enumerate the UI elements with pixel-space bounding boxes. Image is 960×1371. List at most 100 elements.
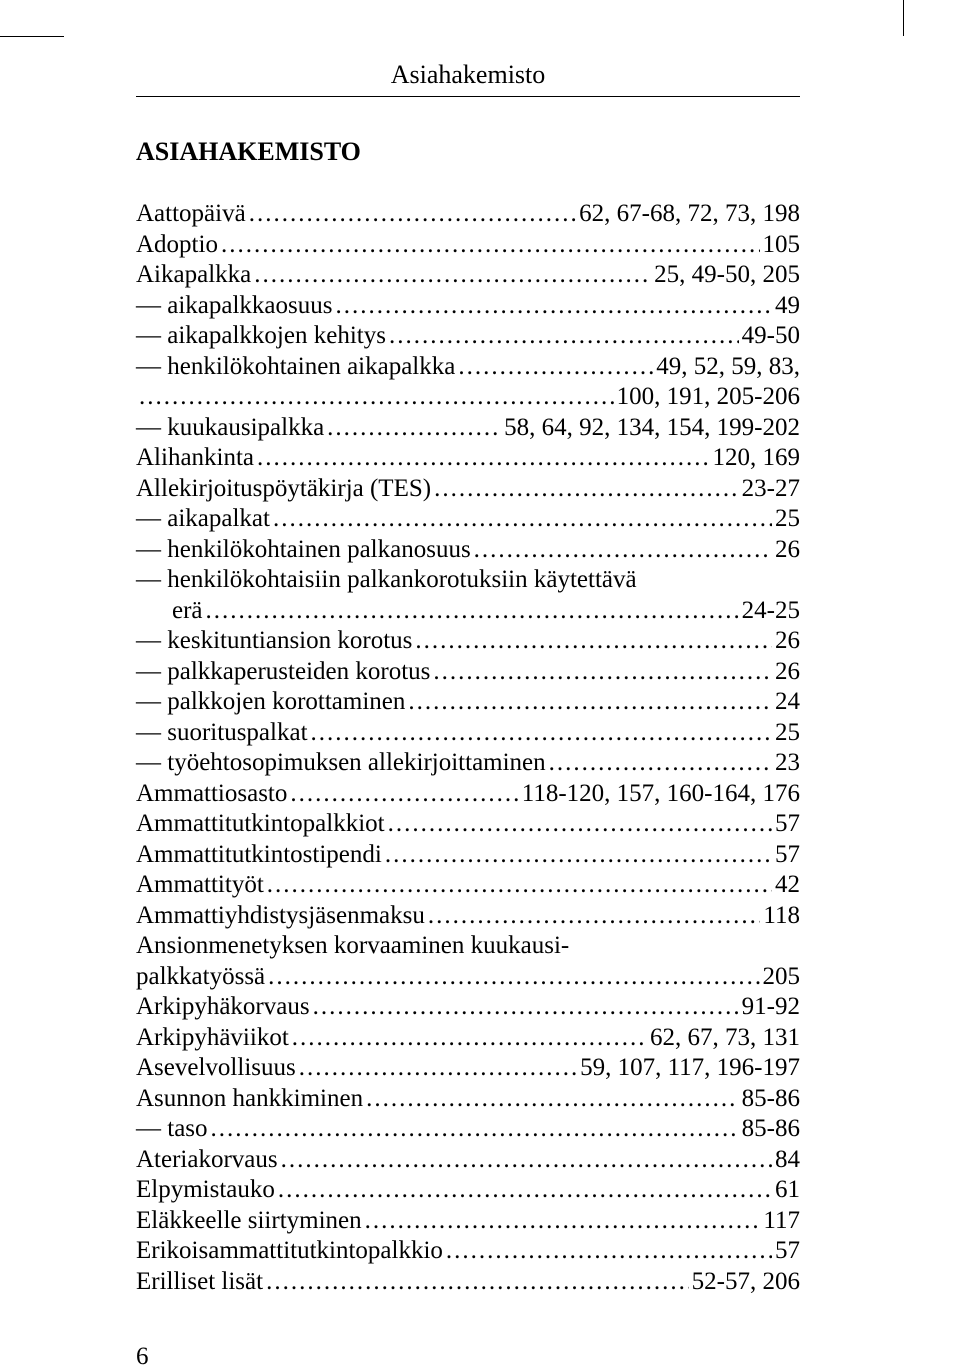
index-pages: 91-92	[742, 992, 800, 1023]
index-pages: 57	[775, 809, 800, 840]
index-pages: 85-86	[742, 1114, 800, 1145]
index-term: Aattopäivä	[136, 199, 246, 230]
index-term: erä	[136, 596, 203, 627]
index-entry: Erikoisammattitutkintopalkkio 57	[136, 1236, 800, 1267]
index-pages: 58, 64, 92, 134, 154, 199-202	[504, 413, 800, 444]
index-entry: Allekirjoituspöytäkirja (TES) 23-27	[136, 474, 800, 505]
dot-leader	[385, 840, 772, 871]
index-entry: erä 24-25	[136, 596, 800, 627]
dot-leader	[221, 230, 760, 261]
index-term: aikapalkat	[136, 504, 270, 535]
index-entry: kuukausipalkka 58, 64, 92, 134, 154, 199-…	[136, 413, 800, 444]
index-pages: 23	[775, 748, 800, 779]
index-entry: Arkipyhäkorvaus91-92	[136, 992, 800, 1023]
index-entry: Asunnon hankkiminen 85-86	[136, 1084, 800, 1115]
index-entry: keskituntiansion korotus26	[136, 626, 800, 657]
index-pages: 49, 52, 59, 83,	[656, 352, 800, 383]
index-term: Ammattiyhdistysjäsenmaksu	[136, 901, 425, 932]
index-term: kuukausipalkka	[136, 413, 324, 444]
index-entry: Asevelvollisuus59, 107, 117, 196-197	[136, 1053, 800, 1084]
dot-leader	[434, 474, 739, 505]
index-pages: 25	[775, 718, 800, 749]
index-term: palkkatyössä	[136, 962, 265, 993]
dot-leader	[206, 596, 739, 627]
index-term: aikapalkkojen kehitys	[136, 321, 386, 352]
page-title: ASIAHAKEMISTO	[136, 137, 800, 167]
index-term: Asunnon hankkiminen	[136, 1084, 363, 1115]
index-entry: Adoptio105	[136, 230, 800, 261]
dot-leader	[292, 1023, 647, 1054]
index-term: Ateriakorvaus	[136, 1145, 278, 1176]
running-head: Asiahakemisto	[136, 60, 800, 97]
index-term: Erilliset lisät	[136, 1267, 263, 1298]
index-entry: palkkatyössä 205	[136, 962, 800, 993]
index-entry: Ateriakorvaus 84	[136, 1145, 800, 1176]
index-entry: aikapalkkojen kehitys49-50	[136, 321, 800, 352]
dot-leader	[257, 443, 709, 474]
dot-leader	[388, 809, 772, 840]
dot-leader	[281, 1145, 772, 1176]
index-term: keskituntiansion korotus	[136, 626, 412, 657]
index-pages: 84	[775, 1145, 800, 1176]
index-entry: aikapalkkaosuus49	[136, 291, 800, 322]
index-term: Erikoisammattitutkintopalkkio	[136, 1236, 443, 1267]
dot-leader	[408, 687, 772, 718]
index-entry: Arkipyhäviikot62, 67, 73, 131	[136, 1023, 800, 1054]
index-pages: 118-120, 157, 160-164, 176	[522, 779, 800, 810]
index-pages: 117	[763, 1206, 800, 1237]
index-pages: 23-27	[742, 474, 800, 505]
dot-leader	[365, 1206, 761, 1237]
index-term: henkilökohtainen aikapalkka	[136, 352, 455, 383]
index-entry: työehtosopimuksen allekirjoittaminen23	[136, 748, 800, 779]
index-pages: 100, 191, 205-206	[617, 382, 800, 413]
dot-leader	[211, 1114, 739, 1145]
index-term: Asevelvollisuus	[136, 1053, 296, 1084]
dot-leader	[273, 504, 772, 535]
index-pages: 57	[775, 1236, 800, 1267]
index-entry: Ammattitutkintopalkkiot57	[136, 809, 800, 840]
index-pages: 62, 67-68, 72, 73, 198	[579, 199, 800, 230]
index-pages: 25, 49-50, 205	[654, 260, 800, 291]
index-pages: 118	[763, 901, 800, 932]
index-term: suorituspalkat	[136, 718, 308, 749]
index-entry: henkilökohtainen aikapalkka 49, 52, 59, 8…	[136, 352, 800, 383]
index-pages: 205	[763, 962, 801, 993]
index-pages: 26	[775, 657, 800, 688]
index-term: Ammattitutkintostipendi	[136, 840, 382, 871]
dot-leader	[313, 992, 739, 1023]
index-pages: 52-57, 206	[692, 1267, 800, 1298]
index-entry-wrap: Ansionmenetyksen korvaaminen kuukausi-	[136, 931, 800, 962]
index-term: Ammattiosasto	[136, 779, 287, 810]
page-content: Asiahakemisto ASIAHAKEMISTO Aattopäivä 62…	[136, 60, 800, 1371]
index-pages: 85-86	[742, 1084, 800, 1115]
dot-leader	[335, 291, 772, 322]
index-entry: Alihankinta 120, 169	[136, 443, 800, 474]
index-term: Arkipyhäviikot	[136, 1023, 289, 1054]
index-term: Alihankinta	[136, 443, 254, 474]
index-entry: Aattopäivä 62, 67-68, 72, 73, 198	[136, 199, 800, 230]
index-pages: 120, 169	[713, 443, 801, 474]
index-pages: 24-25	[742, 596, 800, 627]
index-entries: Aattopäivä 62, 67-68, 72, 73, 198Adoptio1…	[136, 199, 800, 1297]
index-term: taso	[136, 1114, 208, 1145]
dot-leader	[366, 1084, 739, 1115]
index-term: Eläkkeelle siirtyminen	[136, 1206, 362, 1237]
index-term: Elpymistauko	[136, 1175, 275, 1206]
index-pages: 26	[775, 535, 800, 566]
index-entry: Elpymistauko 61	[136, 1175, 800, 1206]
index-term: Allekirjoituspöytäkirja (TES)	[136, 474, 431, 505]
dot-leader	[474, 535, 772, 566]
index-pages: 61	[775, 1175, 800, 1206]
dot-leader	[139, 382, 614, 413]
dot-leader	[428, 901, 761, 932]
index-entry: Erilliset lisät 52-57, 206	[136, 1267, 800, 1298]
index-entry-continuation: 100, 191, 205-206	[136, 382, 800, 413]
index-entry: henkilökohtainen palkanosuus26	[136, 535, 800, 566]
dot-leader	[311, 718, 772, 749]
dot-leader	[389, 321, 739, 352]
index-pages: 25	[775, 504, 800, 535]
index-term: Ammattityöt	[136, 870, 264, 901]
index-entry-wrap: — henkilökohtaisiin palkankorotuksiin kä…	[136, 565, 800, 596]
index-term: palkkojen korottaminen	[136, 687, 405, 718]
dot-leader	[458, 352, 653, 383]
